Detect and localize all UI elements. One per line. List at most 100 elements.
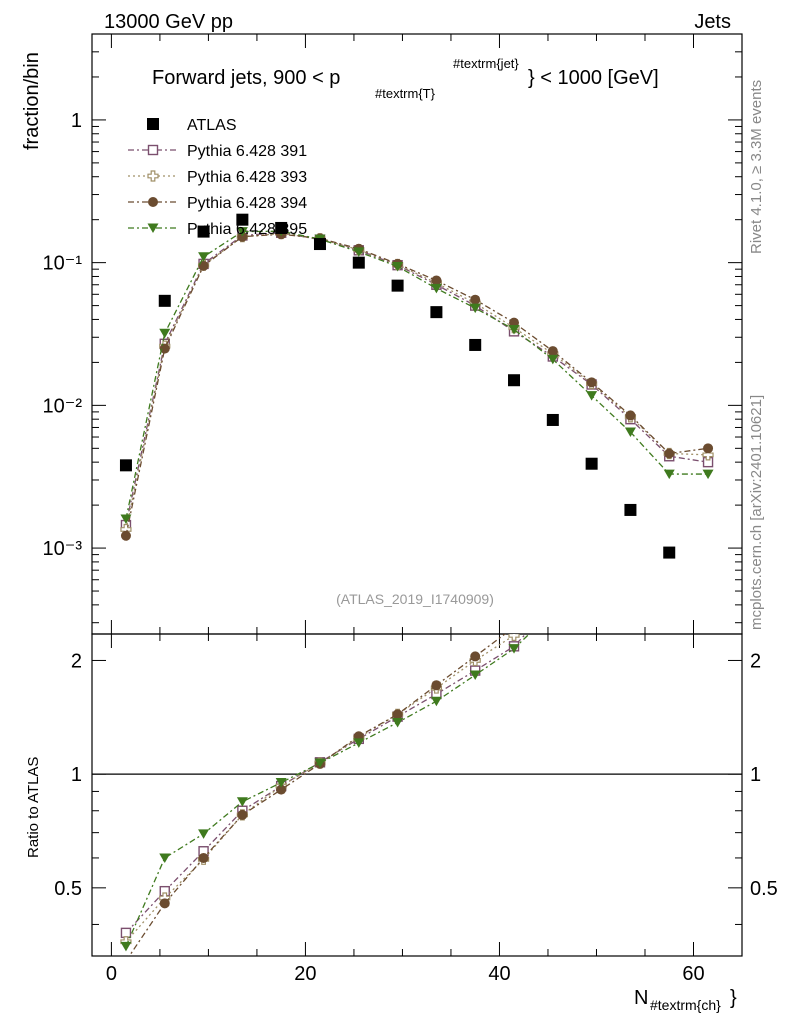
ratio-point-pythia-6-428-394	[121, 956, 131, 966]
ratio-point-pythia-6-428-394	[431, 680, 442, 691]
data-point-pythia-6-428-393	[702, 449, 714, 461]
title-sub: #textrm{T}	[375, 86, 436, 101]
data-point-atlas	[663, 546, 676, 559]
ratio-point-pythia-6-428-391	[626, 530, 635, 539]
y-axis-label: fraction/bin	[21, 52, 43, 150]
legend-label-atlas: ATLAS	[187, 117, 237, 134]
data-point-pythia-6-428-395	[702, 469, 714, 480]
ratio-point-pythia-6-428-393	[625, 522, 635, 532]
legend-marker-pythia-6-428-393	[147, 170, 159, 182]
data-point-pythia-6-428-395	[430, 283, 442, 294]
data-point-atlas	[430, 306, 443, 319]
ratio-point-pythia-6-428-393	[508, 634, 520, 642]
data-point-pythia-6-428-394	[198, 260, 209, 271]
ratio-point-pythia-6-428-394	[237, 809, 248, 820]
data-point-pythia-6-428-394	[470, 294, 481, 305]
header-left: 13000 GeV pp	[104, 11, 233, 33]
ratio-point-pythia-6-428-395	[275, 778, 287, 788]
title-end: } < 1000 [GeV]	[528, 67, 659, 89]
x-tick-label: 40	[488, 963, 510, 985]
ratio-point-pythia-6-428-395	[314, 758, 326, 769]
data-point-atlas	[352, 256, 365, 269]
axis-tick-labels: 0 20 40 60 1 10⁻¹ 10⁻² 10⁻³ 0.5 0.5 1 1 2 2	[43, 110, 778, 985]
ratio-point-pythia-6-428-393	[587, 559, 597, 569]
data-point-pythia-6-428-394	[625, 410, 636, 421]
ratio-point-pythia-6-428-394	[276, 784, 287, 795]
ratio-frame	[91, 633, 743, 957]
data-point-pythia-6-428-395	[547, 354, 559, 365]
xlabel-main: N	[634, 987, 648, 1009]
y-tick-label: 10⁻²	[43, 395, 83, 417]
ratio-tick-label-left: 1	[71, 764, 82, 786]
data-point-pythia-6-428-395	[353, 247, 365, 257]
y-tick-label: 10⁻³	[43, 538, 83, 560]
data-point-pythia-6-428-395	[198, 252, 210, 262]
ratio-series-group	[120, 508, 675, 966]
header-right: Jets	[694, 11, 731, 33]
ratio-point-pythia-6-428-394	[198, 852, 209, 863]
y-tick-label: 10⁻¹	[43, 253, 83, 275]
xlabel-sub: #textrm{ch}	[650, 997, 721, 1013]
data-point-pythia-6-428-394	[159, 343, 170, 354]
ratio-tick-label-right: 2	[750, 650, 761, 672]
legend: ATLAS Pythia 6.428 391 Pythia 6.428 393 Pyt…	[128, 117, 307, 238]
legend-label-pythia-6-428-394: Pythia 6.428 394	[187, 195, 307, 212]
data-point-pythia-6-428-395	[120, 514, 132, 524]
main-series-group	[119, 213, 714, 559]
data-point-atlas	[585, 457, 598, 470]
series-line-pythia-6-428-394	[125, 233, 709, 536]
data-point-pythia-6-428-394	[237, 231, 248, 242]
x-tick-label: 20	[294, 963, 316, 985]
ratio-point-pythia-6-428-394	[470, 651, 481, 662]
ratio-point-pythia-6-428-395	[120, 941, 132, 952]
data-point-atlas	[197, 225, 210, 238]
legend-label-pythia-6-428-391: Pythia 6.428 391	[187, 143, 307, 160]
x-axis-label: N #textrm{ch} }	[634, 987, 737, 1013]
data-point-atlas	[546, 413, 559, 426]
ratio-point-pythia-6-428-395	[198, 829, 210, 839]
legend-label-pythia-6-428-393: Pythia 6.428 393	[187, 169, 307, 186]
data-point-pythia-6-428-395	[586, 391, 598, 401]
data-point-pythia-6-428-395	[392, 261, 404, 272]
rivet-label: Rivet 4.1.0, ≥ 3.3M events	[748, 80, 765, 254]
x-tick-label: 60	[682, 963, 704, 985]
analysis-id: (ATLAS_2019_I1740909)	[336, 591, 494, 607]
ratio-point-pythia-6-428-395	[430, 696, 442, 707]
data-point-atlas	[508, 374, 521, 387]
data-point-pythia-6-428-395	[508, 325, 520, 335]
series-line-pythia-6-428-393	[125, 232, 709, 530]
ratio-line-pythia-6-428-393	[125, 634, 517, 943]
legend-marker-pythia-6-428-391	[147, 144, 159, 156]
ratio-point-pythia-6-428-395	[664, 564, 675, 574]
data-point-atlas	[275, 221, 288, 234]
data-point-atlas	[158, 294, 171, 307]
legend-marker-pythia-6-428-395	[147, 223, 159, 233]
ratio-point-pythia-6-428-395	[469, 670, 481, 681]
series-line-pythia-6-428-395	[125, 230, 709, 520]
data-point-pythia-6-428-394	[431, 275, 442, 286]
ratio-point-pythia-6-428-395	[586, 589, 597, 599]
legend-label-pythia-6-428-395: Pythia 6.428 395	[187, 221, 307, 238]
ratio-tick-label-left: 2	[71, 650, 82, 672]
ratio-point-pythia-6-428-394	[625, 519, 635, 529]
ratio-point-pythia-6-428-394	[509, 622, 519, 632]
data-point-atlas	[236, 213, 249, 226]
ratio-tick-label-left: 0.5	[54, 878, 82, 900]
ratio-point-pythia-6-428-393	[548, 595, 558, 605]
legend-marker-pythia-6-428-394	[148, 197, 158, 207]
ratio-line-pythia-6-428-395	[125, 634, 531, 947]
data-point-atlas	[469, 338, 482, 351]
y-tick-label: 1	[71, 110, 82, 132]
data-point-atlas	[313, 238, 326, 251]
ratio-point-pythia-6-428-395	[159, 853, 171, 863]
data-point-pythia-6-428-395	[469, 303, 481, 314]
legend-marker-atlas	[147, 118, 159, 130]
x-tick-label: 0	[106, 963, 117, 985]
ratio-point-pythia-6-428-395	[625, 564, 636, 574]
ratio-point-pythia-6-428-394	[664, 508, 674, 518]
ratio-point-pythia-6-428-395	[236, 797, 248, 807]
ratio-point-pythia-6-428-394	[159, 898, 170, 909]
xlabel-end: }	[730, 987, 737, 1009]
ratio-point-pythia-6-428-395	[392, 718, 404, 728]
